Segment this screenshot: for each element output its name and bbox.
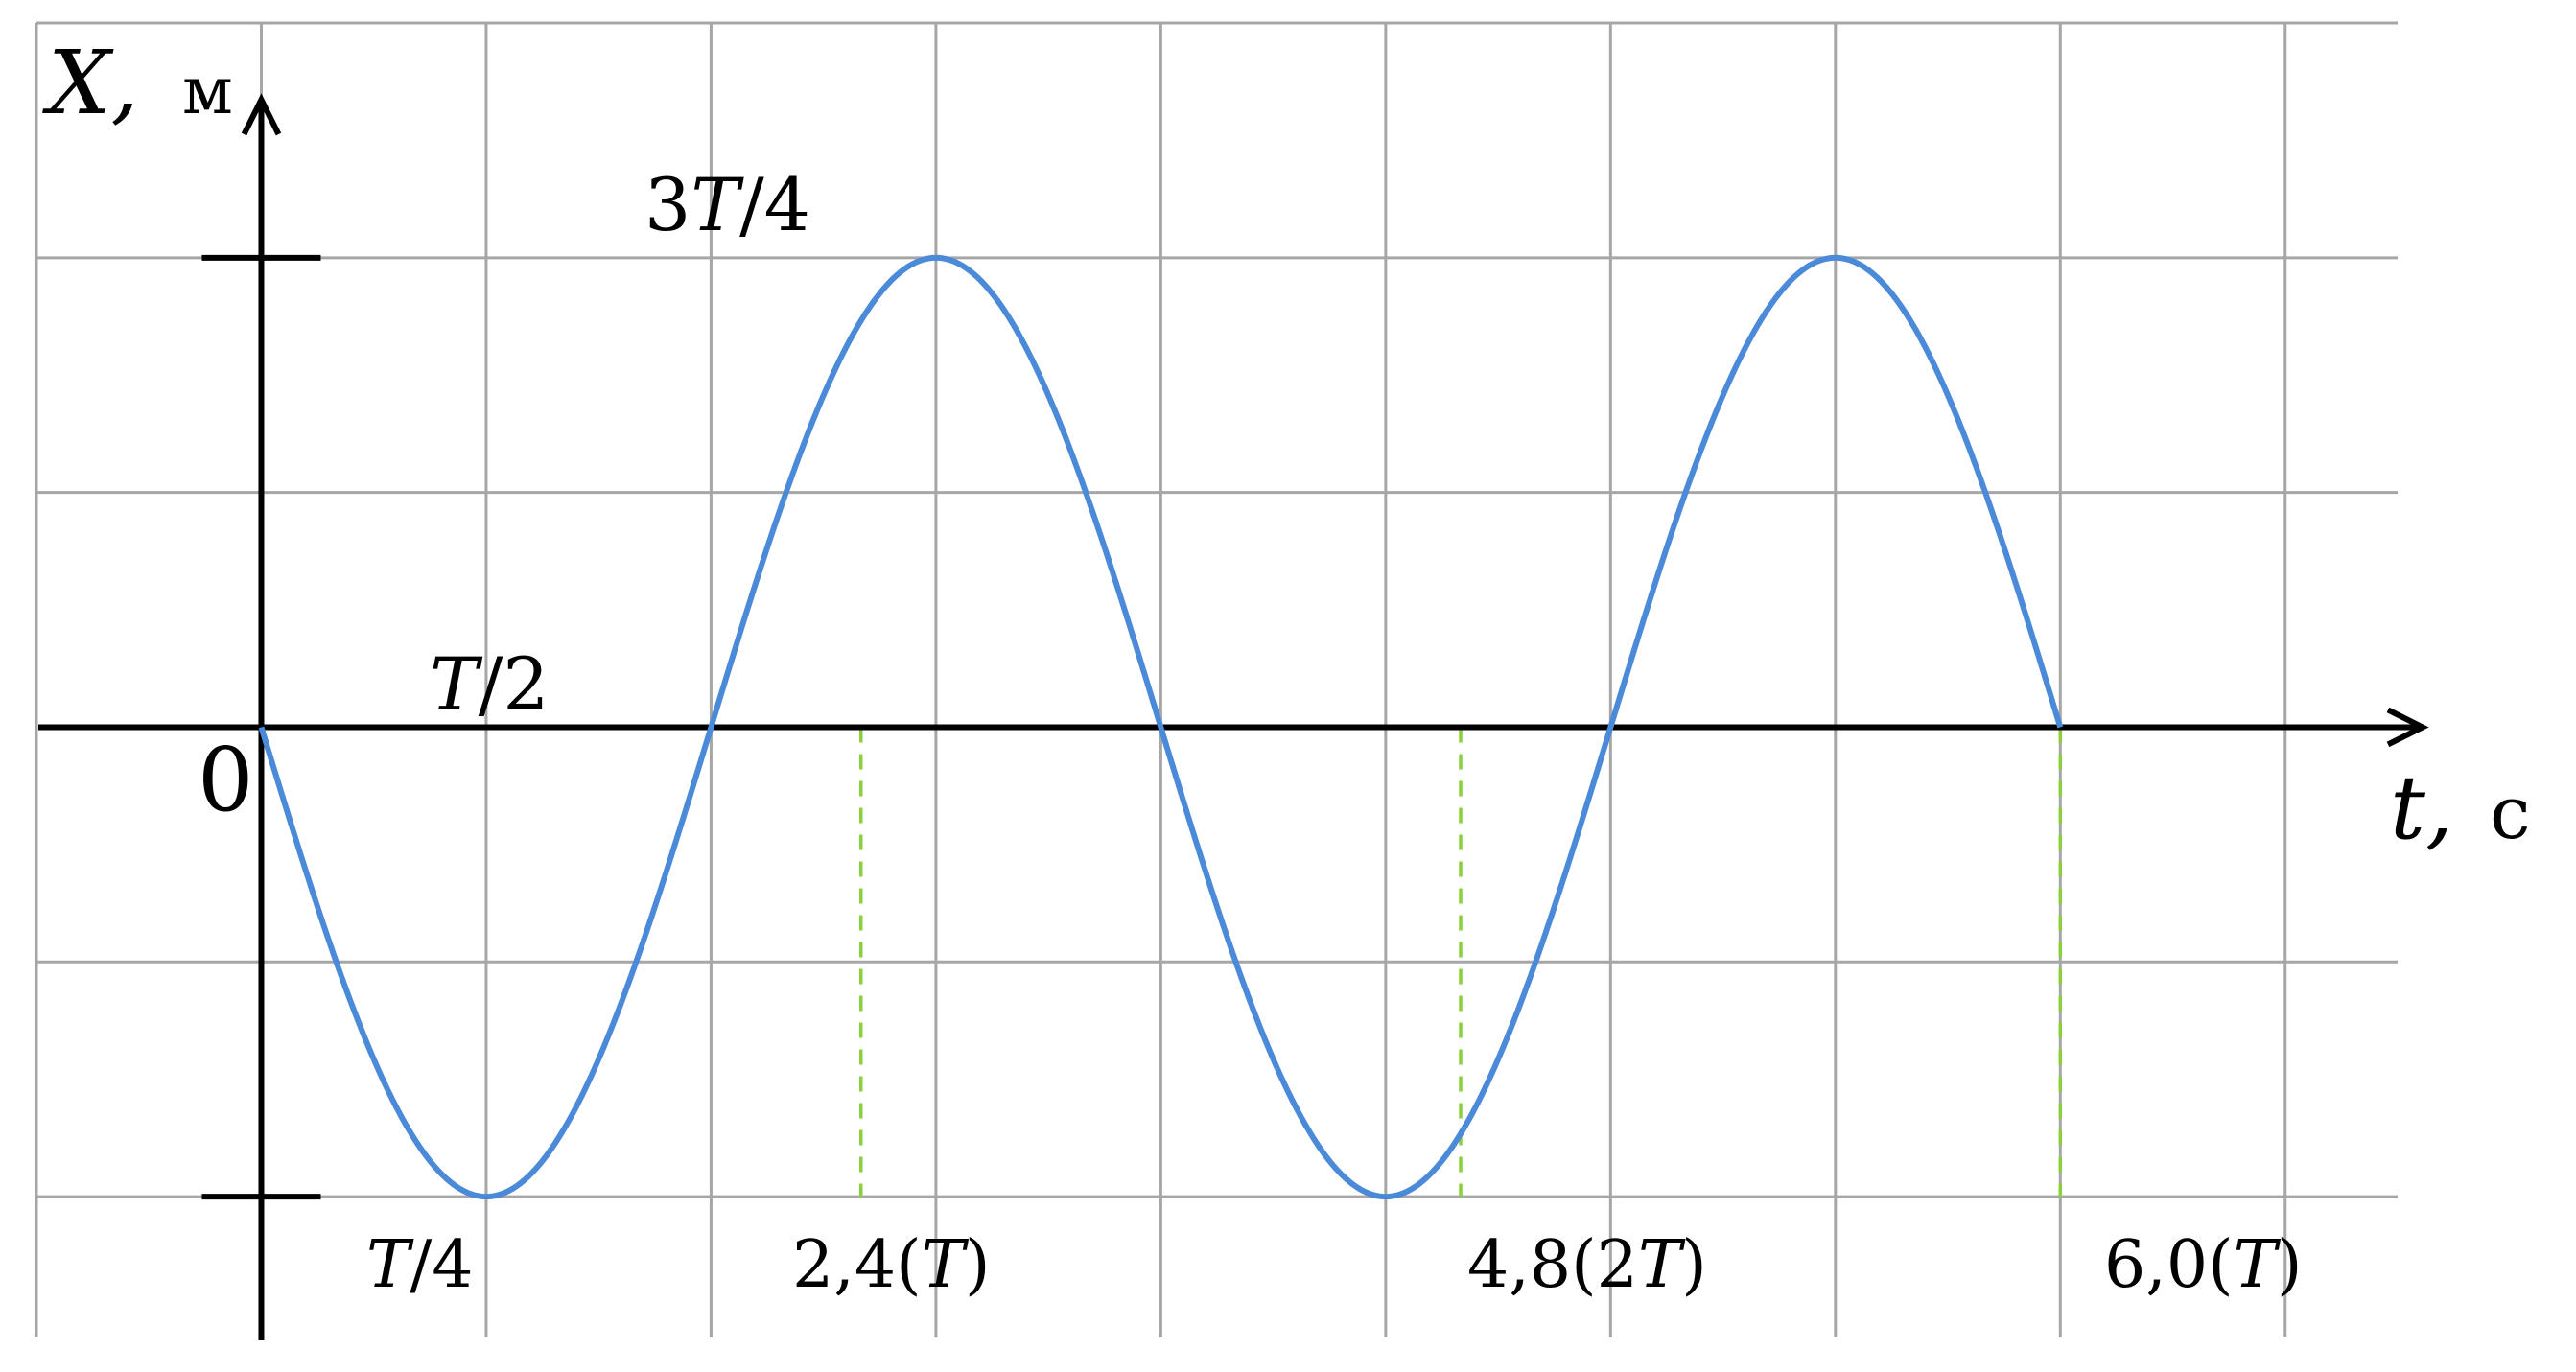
y-axis-arrow [241, 93, 282, 136]
y-axis-label: X, [42, 32, 139, 134]
annotation-t-three-quarter: 3T/4 [644, 162, 810, 247]
tick-label-6-0: 6,0(T) [2104, 1227, 2303, 1303]
annotation-t-quarter: T/4 [366, 1227, 474, 1303]
y-ticks [201, 254, 321, 1200]
x-axis-arrow [2386, 707, 2429, 748]
x-axis-label: t, [2390, 756, 2453, 859]
series-line [258, 254, 2064, 1200]
grid [35, 21, 2398, 1337]
x-axis-unit: с [2490, 770, 2531, 855]
annotation-t-half: T/2 [430, 641, 550, 727]
origin-label: 0 [198, 729, 254, 831]
tick-label-4-8: 4,8(2T) [1467, 1227, 1707, 1303]
y-axis-unit: м [182, 54, 233, 129]
tick-label-2-4: 2,4(T) [792, 1227, 991, 1303]
